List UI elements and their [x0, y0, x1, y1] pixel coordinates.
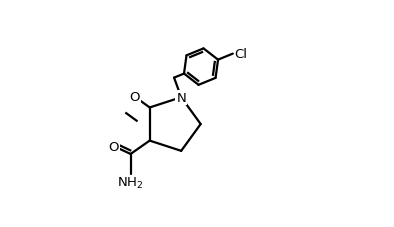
Text: NH$_2$: NH$_2$	[117, 175, 144, 190]
Text: O: O	[109, 140, 119, 153]
Text: O: O	[130, 91, 140, 104]
Text: N: N	[177, 91, 186, 104]
Text: Cl: Cl	[234, 48, 247, 61]
